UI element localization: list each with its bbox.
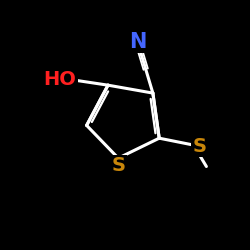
Text: N: N bbox=[129, 32, 146, 52]
Text: S: S bbox=[193, 137, 207, 156]
Text: HO: HO bbox=[43, 70, 76, 90]
Text: S: S bbox=[111, 156, 125, 175]
